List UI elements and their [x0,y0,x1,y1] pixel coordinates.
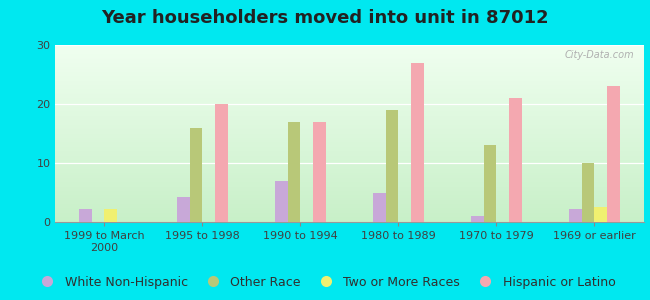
Bar [582,163,595,222]
Bar [595,207,607,222]
Text: City-Data.com: City-Data.com [565,50,634,60]
Bar [509,98,522,222]
Bar [275,181,287,222]
Bar [484,145,497,222]
Bar [471,216,484,222]
Bar [607,86,620,222]
Bar [313,122,326,222]
Bar [287,122,300,222]
Bar [79,209,92,222]
Bar [190,128,202,222]
Bar [373,193,385,222]
Bar [104,209,117,222]
Bar [569,209,582,222]
Bar [177,197,190,222]
Bar [385,110,398,222]
Bar [411,63,424,222]
Legend: White Non-Hispanic, Other Race, Two or More Races, Hispanic or Latino: White Non-Hispanic, Other Race, Two or M… [30,271,620,294]
Text: Year householders moved into unit in 87012: Year householders moved into unit in 870… [101,9,549,27]
Bar [215,104,227,222]
